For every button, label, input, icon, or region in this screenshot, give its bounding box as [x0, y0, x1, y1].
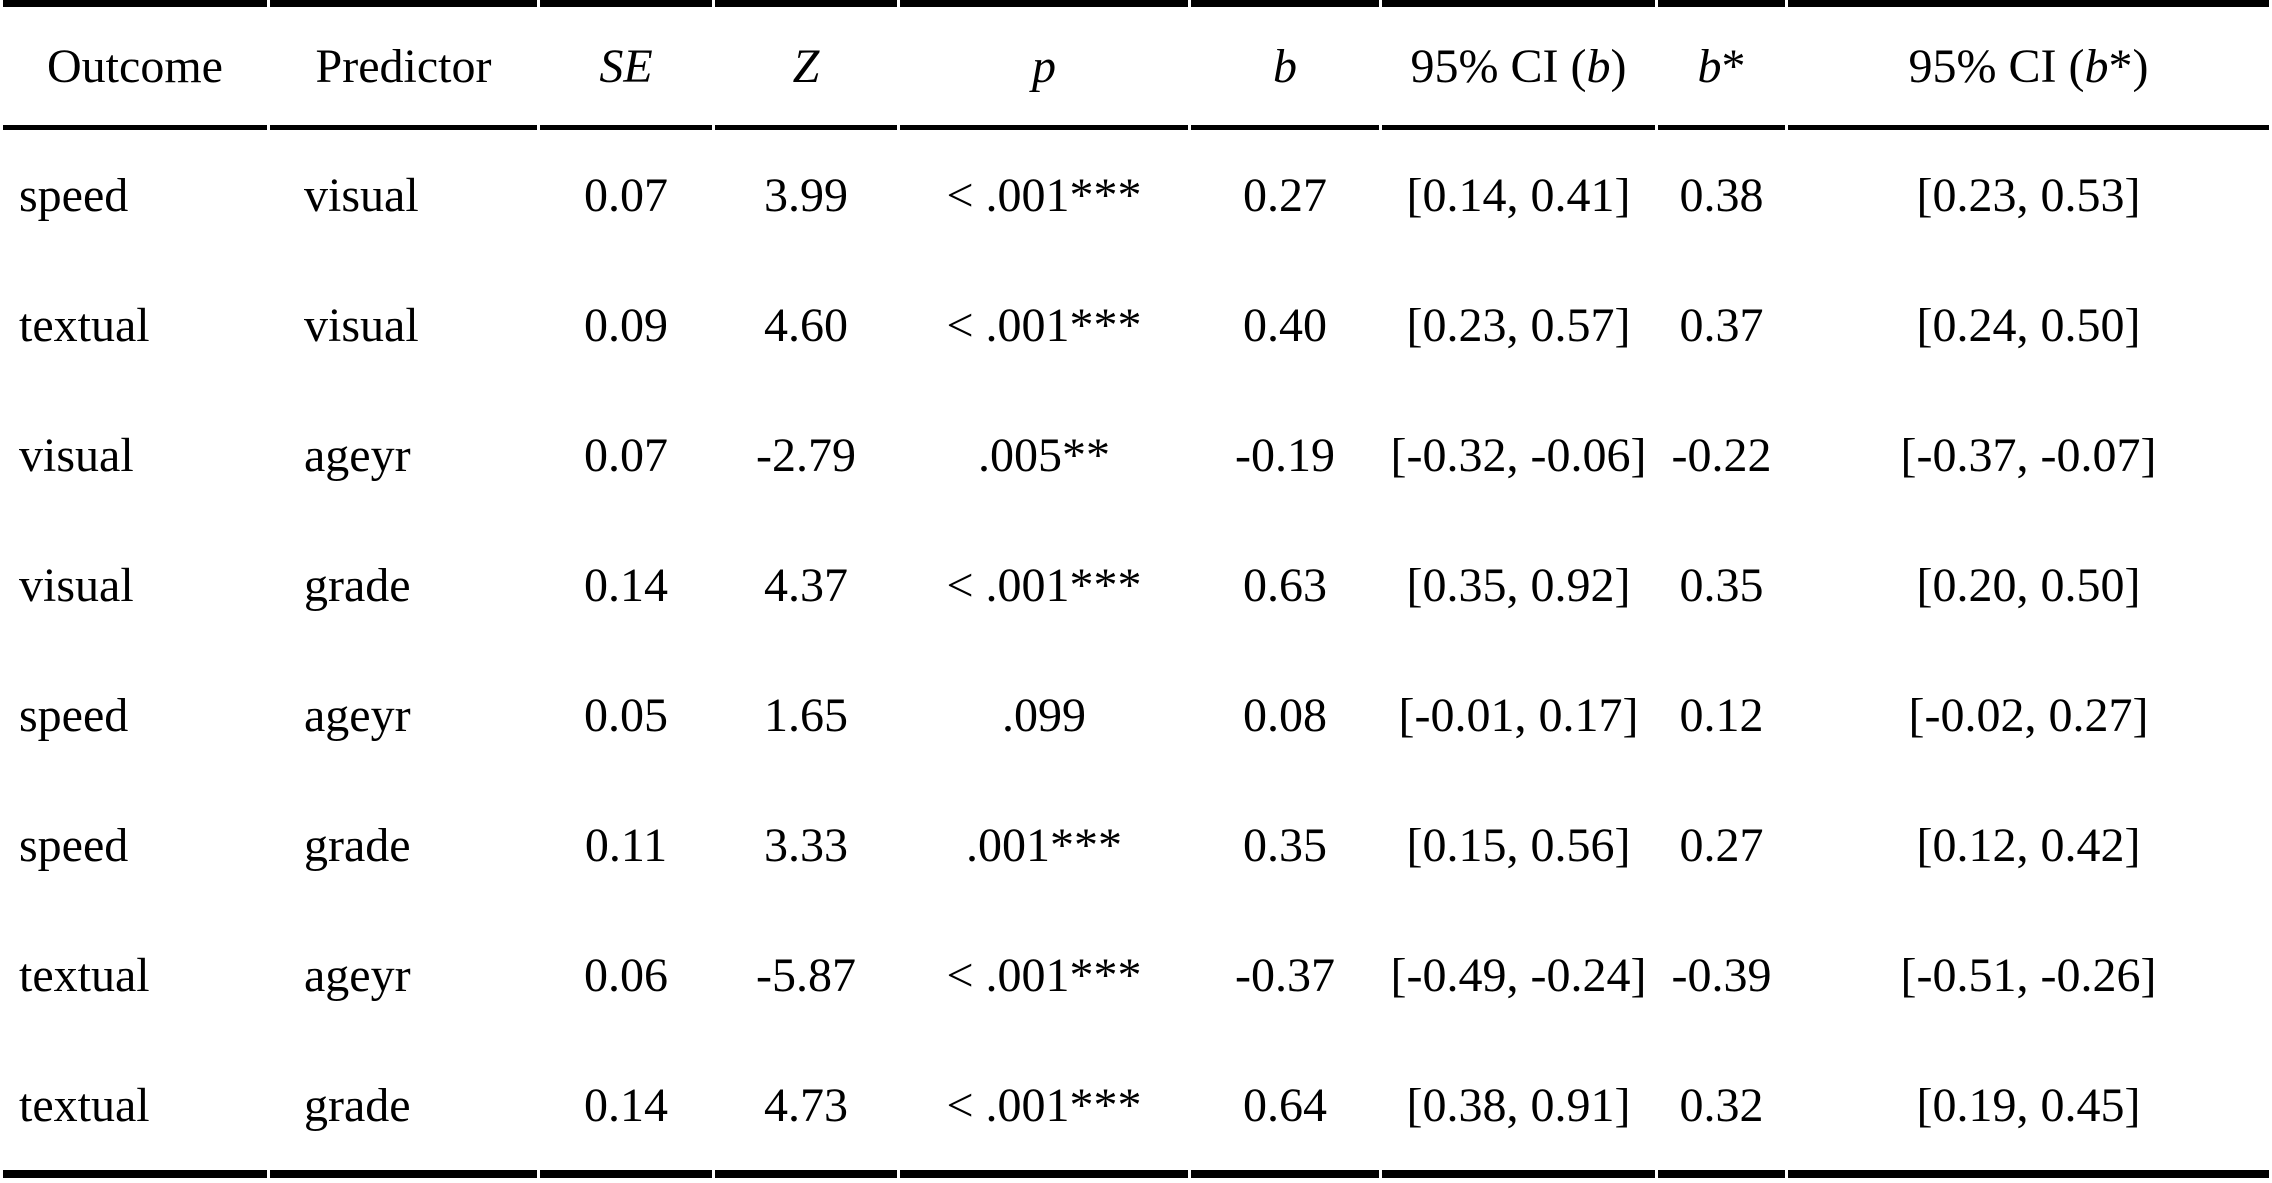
- cell-ci-b: [-0.49, -0.24]: [1390, 948, 1647, 1002]
- cell-p: < .001***: [946, 558, 1142, 612]
- cell-ci-b-star: [0.19, 0.45]: [1788, 1040, 2269, 1178]
- cell-b: -0.37: [1235, 948, 1335, 1002]
- cell-p: .099: [1002, 688, 1086, 742]
- cell-b-star: -0.39: [1671, 948, 1772, 1002]
- cell-ci-b-star: [0.12, 0.42]: [1916, 818, 2141, 872]
- cell-ci-b-star: [0.20, 0.50]: [1916, 558, 2141, 612]
- cell-z: 4.73: [715, 1040, 897, 1178]
- cell-b: 0.63: [1243, 558, 1327, 612]
- cell-ci-b: [-0.01, 0.17]: [1398, 688, 1639, 742]
- cell-b-star: 0.12: [1679, 688, 1764, 742]
- cell-b-star: 0.32: [1658, 1040, 1785, 1178]
- table-row: textual ageyr 0.06 -5.87 < .001*** -0.37 [-0.4…: [3, 910, 2269, 1040]
- cell-ci-b-star: [-0.51, -0.26]: [1900, 948, 2157, 1002]
- cell-p: < .001***: [946, 298, 1142, 352]
- cell-se: 0.14: [584, 558, 668, 612]
- cell-se: 0.05: [584, 688, 668, 742]
- column-header-b-star: b*: [1658, 0, 1785, 130]
- column-header-ci-b-star: 95% CI (b*): [1788, 0, 2269, 130]
- cell-predictor: visual: [304, 168, 419, 222]
- cell-b: 0.40: [1243, 298, 1327, 352]
- cell-outcome: textual: [3, 1040, 267, 1178]
- cell-b-star: 0.37: [1679, 298, 1764, 352]
- cell-b: 0.27: [1243, 168, 1327, 222]
- table-row: textual grade 0.14 4.73 < .001*** 0.64 [0.38, …: [3, 1040, 2269, 1178]
- column-header-z: Z: [715, 0, 897, 130]
- cell-outcome: speed: [19, 818, 129, 872]
- cell-ci-b-star: [-0.37, -0.07]: [1900, 428, 2157, 482]
- cell-ci-b: [-0.32, -0.06]: [1390, 428, 1647, 482]
- cell-outcome: visual: [19, 558, 134, 612]
- cell-predictor: grade: [304, 558, 411, 612]
- cell-outcome: textual: [19, 948, 150, 1002]
- table-row: visual ageyr 0.07 -2.79 .005** -0.19 [-0.32, -…: [3, 390, 2269, 520]
- cell-p: < .001***: [946, 948, 1142, 1002]
- cell-b: -0.19: [1235, 428, 1335, 482]
- column-header-b: b: [1191, 0, 1379, 130]
- cell-ci-b: [0.38, 0.91]: [1382, 1040, 1655, 1178]
- cell-predictor: grade: [304, 818, 411, 872]
- cell-b-star: 0.38: [1679, 168, 1764, 222]
- cell-predictor: grade: [270, 1040, 537, 1178]
- cell-b-star: -0.22: [1671, 428, 1772, 482]
- cell-b: 0.08: [1243, 688, 1327, 742]
- cell-b: 0.35: [1243, 818, 1327, 872]
- cell-outcome: textual: [19, 298, 150, 352]
- cell-se: 0.07: [584, 428, 668, 482]
- table-row: visual grade 0.14 4.37 < .001*** 0.63 [0.35, 0…: [3, 520, 2269, 650]
- table-body: speed visual 0.07 3.99 < .001*** 0.27 [0.14, 0…: [3, 130, 2269, 1178]
- cell-z: 4.37: [764, 558, 848, 612]
- cell-se: 0.14: [540, 1040, 712, 1178]
- cell-b: 0.64: [1191, 1040, 1379, 1178]
- cell-ci-b-star: [0.23, 0.53]: [1916, 168, 2141, 222]
- table-row: speed ageyr 0.05 1.65 .099 0.08 [-0.01, 0.17] 0…: [3, 650, 2269, 780]
- cell-p: < .001***: [946, 168, 1142, 222]
- cell-ci-b-star: [-0.02, 0.27]: [1908, 688, 2149, 742]
- table-row: speed visual 0.07 3.99 < .001*** 0.27 [0.14, 0…: [3, 130, 2269, 260]
- cell-predictor: ageyr: [304, 428, 411, 482]
- cell-z: -2.79: [756, 428, 856, 482]
- cell-ci-b: [0.23, 0.57]: [1406, 298, 1631, 352]
- column-header-predictor: Predictor: [270, 0, 537, 130]
- column-header-outcome: Outcome: [3, 0, 267, 130]
- cell-se: 0.11: [584, 818, 668, 872]
- cell-z: 3.99: [764, 168, 848, 222]
- column-header-p: p: [900, 0, 1188, 130]
- cell-z: 1.65: [764, 688, 848, 742]
- cell-ci-b: [0.35, 0.92]: [1406, 558, 1631, 612]
- cell-predictor: ageyr: [304, 948, 411, 1002]
- table-row: textual visual 0.09 4.60 < .001*** 0.40 [0.23,…: [3, 260, 2269, 390]
- cell-ci-b: [0.15, 0.56]: [1406, 818, 1631, 872]
- cell-se: 0.06: [584, 948, 668, 1002]
- cell-se: 0.07: [584, 168, 668, 222]
- cell-b-star: 0.27: [1679, 818, 1764, 872]
- cell-predictor: ageyr: [304, 688, 411, 742]
- column-header-ci-b: 95% CI (b): [1382, 0, 1655, 130]
- cell-outcome: speed: [19, 688, 129, 742]
- column-header-se: SE: [540, 0, 712, 130]
- cell-p: .001***: [966, 818, 1122, 872]
- cell-predictor: visual: [304, 298, 419, 352]
- cell-p: < .001***: [900, 1040, 1188, 1178]
- cell-b-star: 0.35: [1679, 558, 1764, 612]
- cell-z: 4.60: [764, 298, 848, 352]
- cell-outcome: visual: [19, 428, 134, 482]
- cell-z: 3.33: [764, 818, 848, 872]
- cell-se: 0.09: [584, 298, 668, 352]
- cell-outcome: speed: [19, 168, 129, 222]
- cell-z: -5.87: [756, 948, 856, 1002]
- cell-ci-b: [0.14, 0.41]: [1406, 168, 1631, 222]
- cell-ci-b-star: [0.24, 0.50]: [1916, 298, 2141, 352]
- table-row: speed grade 0.11 3.33 .001*** 0.35 [0.15, 0.56…: [3, 780, 2269, 910]
- cell-p: .005**: [978, 428, 1110, 482]
